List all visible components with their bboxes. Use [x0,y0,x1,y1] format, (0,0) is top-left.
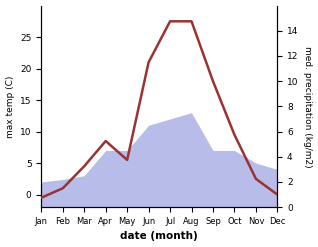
Y-axis label: max temp (C): max temp (C) [5,75,15,138]
X-axis label: date (month): date (month) [121,231,198,242]
Y-axis label: med. precipitation (kg/m2): med. precipitation (kg/m2) [303,45,313,167]
